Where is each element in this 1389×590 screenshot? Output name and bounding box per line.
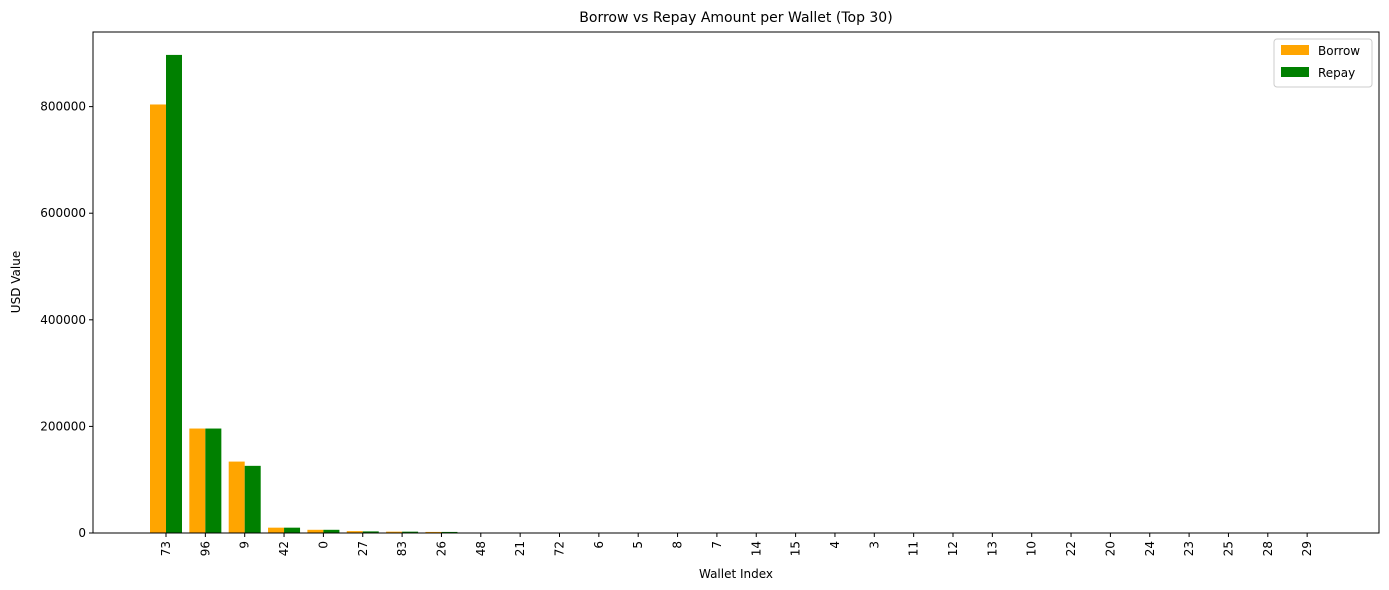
bar-borrow-9 [228,461,245,533]
y-tick-label: 800000 [40,100,86,114]
x-tick-label: 12 [946,541,960,556]
y-axis-label: USD Value [9,251,23,313]
x-tick-label: 8 [671,541,685,549]
x-tick-label: 72 [553,541,567,556]
x-tick-label: 83 [395,541,409,556]
bar-borrow-26 [425,531,442,533]
x-tick-label: 96 [198,541,212,556]
legend-swatch-borrow [1281,45,1309,55]
x-tick-label: 73 [159,541,173,556]
x-tick-label: 10 [1025,541,1039,556]
x-tick-label: 28 [1261,541,1275,556]
bar-repay-27 [362,531,379,533]
x-tick-label: 0 [316,541,330,549]
x-tick-label: 3 [867,541,881,549]
x-tick-label: 26 [434,541,448,556]
x-tick-label: 27 [356,541,370,556]
x-tick-label: 21 [513,541,527,556]
bars-group [150,54,1324,533]
legend: Borrow Repay [1273,38,1373,88]
x-tick-label: 20 [1103,541,1117,556]
x-tick-label: 6 [592,541,606,549]
bar-repay-9 [244,465,261,533]
legend-swatch-repay [1281,67,1309,77]
bar-borrow-83 [386,531,403,533]
legend-label-borrow: Borrow [1318,44,1360,58]
x-tick-label: 29 [1300,541,1314,556]
x-tick-label: 14 [749,541,763,556]
x-tick-label: 23 [1182,541,1196,556]
y-tick-label: 200000 [40,419,86,433]
x-tick-label: 24 [1143,541,1157,556]
bar-repay-42 [284,527,301,533]
bar-repay-96 [205,428,222,533]
bar-repay-83 [402,531,419,533]
x-tick-label: 48 [474,541,488,556]
y-axis: 0 200000 400000 600000 800000 [40,100,93,540]
x-axis: 73 96 9 42 0 27 83 26 48 21 72 6 5 8 7 14 15 4 3 11 12 13 10 22… [159,533,1314,556]
x-tick-label: 15 [789,541,803,556]
bar-borrow-27 [346,531,363,533]
bar-borrow-0 [307,529,324,533]
y-tick-label: 0 [78,526,86,540]
x-tick-label: 5 [631,541,645,549]
x-tick-label: 42 [277,541,291,556]
x-tick-label: 25 [1221,541,1235,556]
bar-repay-26 [441,531,458,533]
x-tick-label: 9 [238,541,252,549]
bar-repay-0 [323,529,340,533]
bar-repay-73 [166,54,182,533]
x-tick-label: 7 [710,541,724,549]
y-tick-label: 400000 [40,313,86,327]
x-axis-label: Wallet Index [699,567,773,581]
bar-borrow-96 [189,428,206,533]
x-tick-label: 4 [828,541,842,549]
x-tick-label: 22 [1064,541,1078,556]
legend-label-repay: Repay [1318,66,1355,80]
x-tick-label: 11 [907,541,921,556]
x-tick-label: 13 [985,541,999,556]
plot-frame [92,31,1380,534]
bar-borrow-42 [268,527,285,533]
y-tick-label: 600000 [40,206,86,220]
chart-title: Borrow vs Repay Amount per Wallet (Top 3… [579,10,892,26]
bar-borrow-73 [150,104,166,533]
